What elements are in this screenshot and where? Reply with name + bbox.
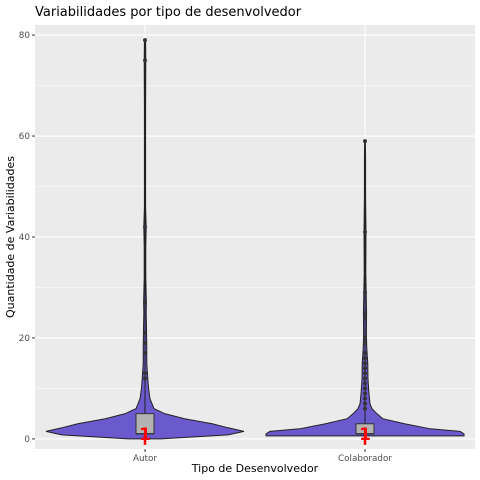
x-axis-title: Tipo de Desenvolvedor — [191, 462, 319, 475]
outlier-point — [143, 351, 147, 356]
median-label: 1 — [359, 425, 371, 445]
y-tick-label: 80 — [19, 31, 31, 41]
outlier-point — [143, 224, 147, 229]
x-tick-label: Colaborador — [338, 454, 392, 464]
outlier-point — [143, 58, 147, 63]
outlier-point — [363, 356, 367, 361]
outlier-point — [143, 300, 147, 305]
outlier-point — [363, 315, 367, 320]
outlier-point — [363, 391, 367, 396]
outlier-point — [143, 38, 147, 43]
x-axis: Autor Colaborador — [133, 449, 392, 464]
outlier-point — [363, 366, 367, 371]
outlier-point — [363, 351, 367, 356]
y-axis-title: Quantidade de Variabilidades — [4, 156, 17, 318]
outlier-point — [363, 335, 367, 340]
outlier-point — [363, 341, 367, 345]
y-tick-label: 0 — [24, 435, 30, 445]
outlier-point — [363, 406, 367, 411]
outlier-point — [363, 396, 367, 401]
violin-group-colaborador: 1 — [265, 139, 465, 445]
outlier-point — [363, 386, 367, 391]
outlier-point — [363, 381, 367, 386]
outlier-point — [363, 401, 367, 406]
median-label: 1 — [139, 425, 151, 445]
outlier-point — [363, 310, 367, 315]
outlier-point — [363, 139, 367, 144]
violin-group-autor: 1 — [45, 38, 245, 445]
outlier-point — [363, 371, 367, 376]
chart-title: Variabilidades por tipo de desenvolvedor — [35, 5, 302, 20]
outlier-point — [363, 361, 367, 366]
y-tick-label: 40 — [19, 233, 31, 243]
outlier-point — [363, 376, 367, 381]
x-tick-label: Autor — [133, 454, 157, 464]
y-tick-label: 60 — [19, 132, 31, 142]
outlier-point — [363, 290, 367, 295]
outlier-point — [143, 371, 147, 376]
outlier-point — [143, 376, 147, 381]
y-axis: 0 20 40 60 80 — [19, 31, 35, 445]
outlier-point — [143, 341, 147, 345]
y-tick-label: 20 — [19, 334, 31, 344]
outlier-point — [143, 330, 147, 335]
outlier-point — [363, 229, 367, 234]
